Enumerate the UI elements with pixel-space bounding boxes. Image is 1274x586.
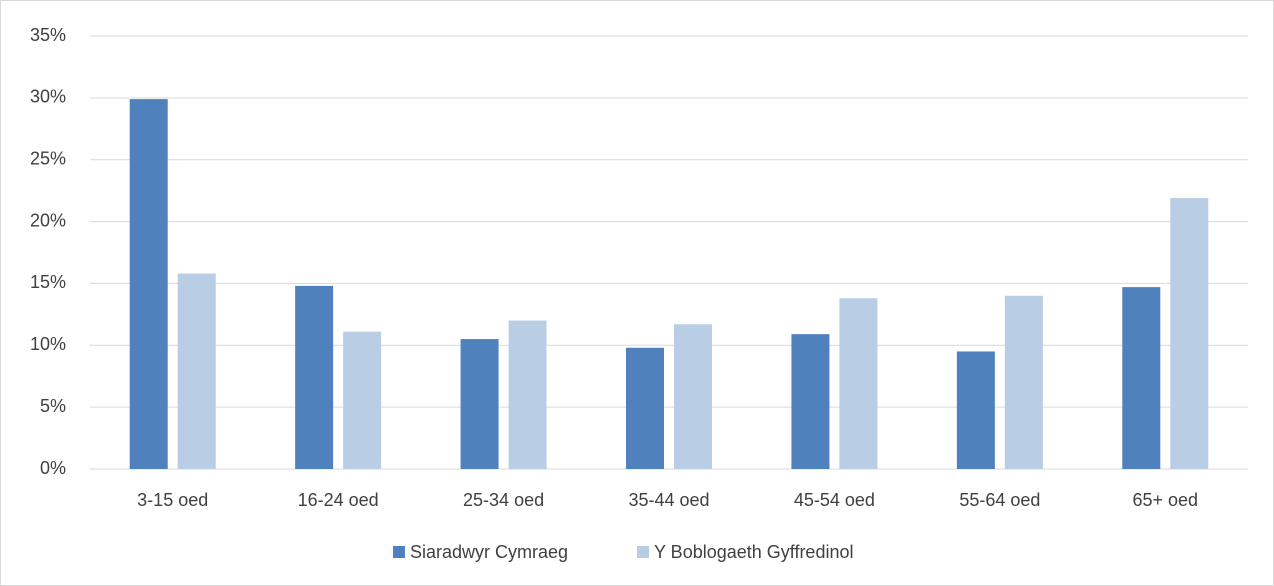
bar <box>129 99 168 469</box>
bar <box>626 347 664 469</box>
bar <box>1170 198 1209 469</box>
y-tick-label: 5% <box>40 396 66 416</box>
y-tick-label: 15% <box>30 272 66 292</box>
x-tick-label: 65+ oed <box>1132 490 1198 510</box>
bar <box>1122 287 1161 469</box>
bar <box>674 324 712 469</box>
bar <box>791 334 830 469</box>
legend-swatch <box>393 546 405 558</box>
legend-swatch <box>637 546 649 558</box>
y-tick-label: 35% <box>30 25 66 45</box>
bar <box>343 331 382 469</box>
x-tick-label: 16-24 oed <box>298 490 379 510</box>
y-tick-label: 25% <box>30 148 66 168</box>
x-tick-label: 3-15 oed <box>137 490 208 510</box>
legend-label: Siaradwyr Cymraeg <box>410 542 568 562</box>
bar <box>177 273 216 469</box>
x-tick-label: 35-44 oed <box>628 490 709 510</box>
y-tick-label: 10% <box>30 334 66 354</box>
bar <box>508 320 547 469</box>
y-tick-label: 0% <box>40 458 66 478</box>
y-tick-label: 20% <box>30 210 66 230</box>
y-tick-label: 30% <box>30 87 66 107</box>
bar <box>460 339 499 469</box>
legend-label: Y Boblogaeth Gyffredinol <box>654 542 853 562</box>
bar <box>1004 295 1043 469</box>
bar <box>839 298 878 469</box>
x-tick-label: 25-34 oed <box>463 490 544 510</box>
x-tick-label: 55-64 oed <box>959 490 1040 510</box>
x-tick-label: 45-54 oed <box>794 490 875 510</box>
bar <box>295 285 334 469</box>
bar <box>956 351 995 469</box>
